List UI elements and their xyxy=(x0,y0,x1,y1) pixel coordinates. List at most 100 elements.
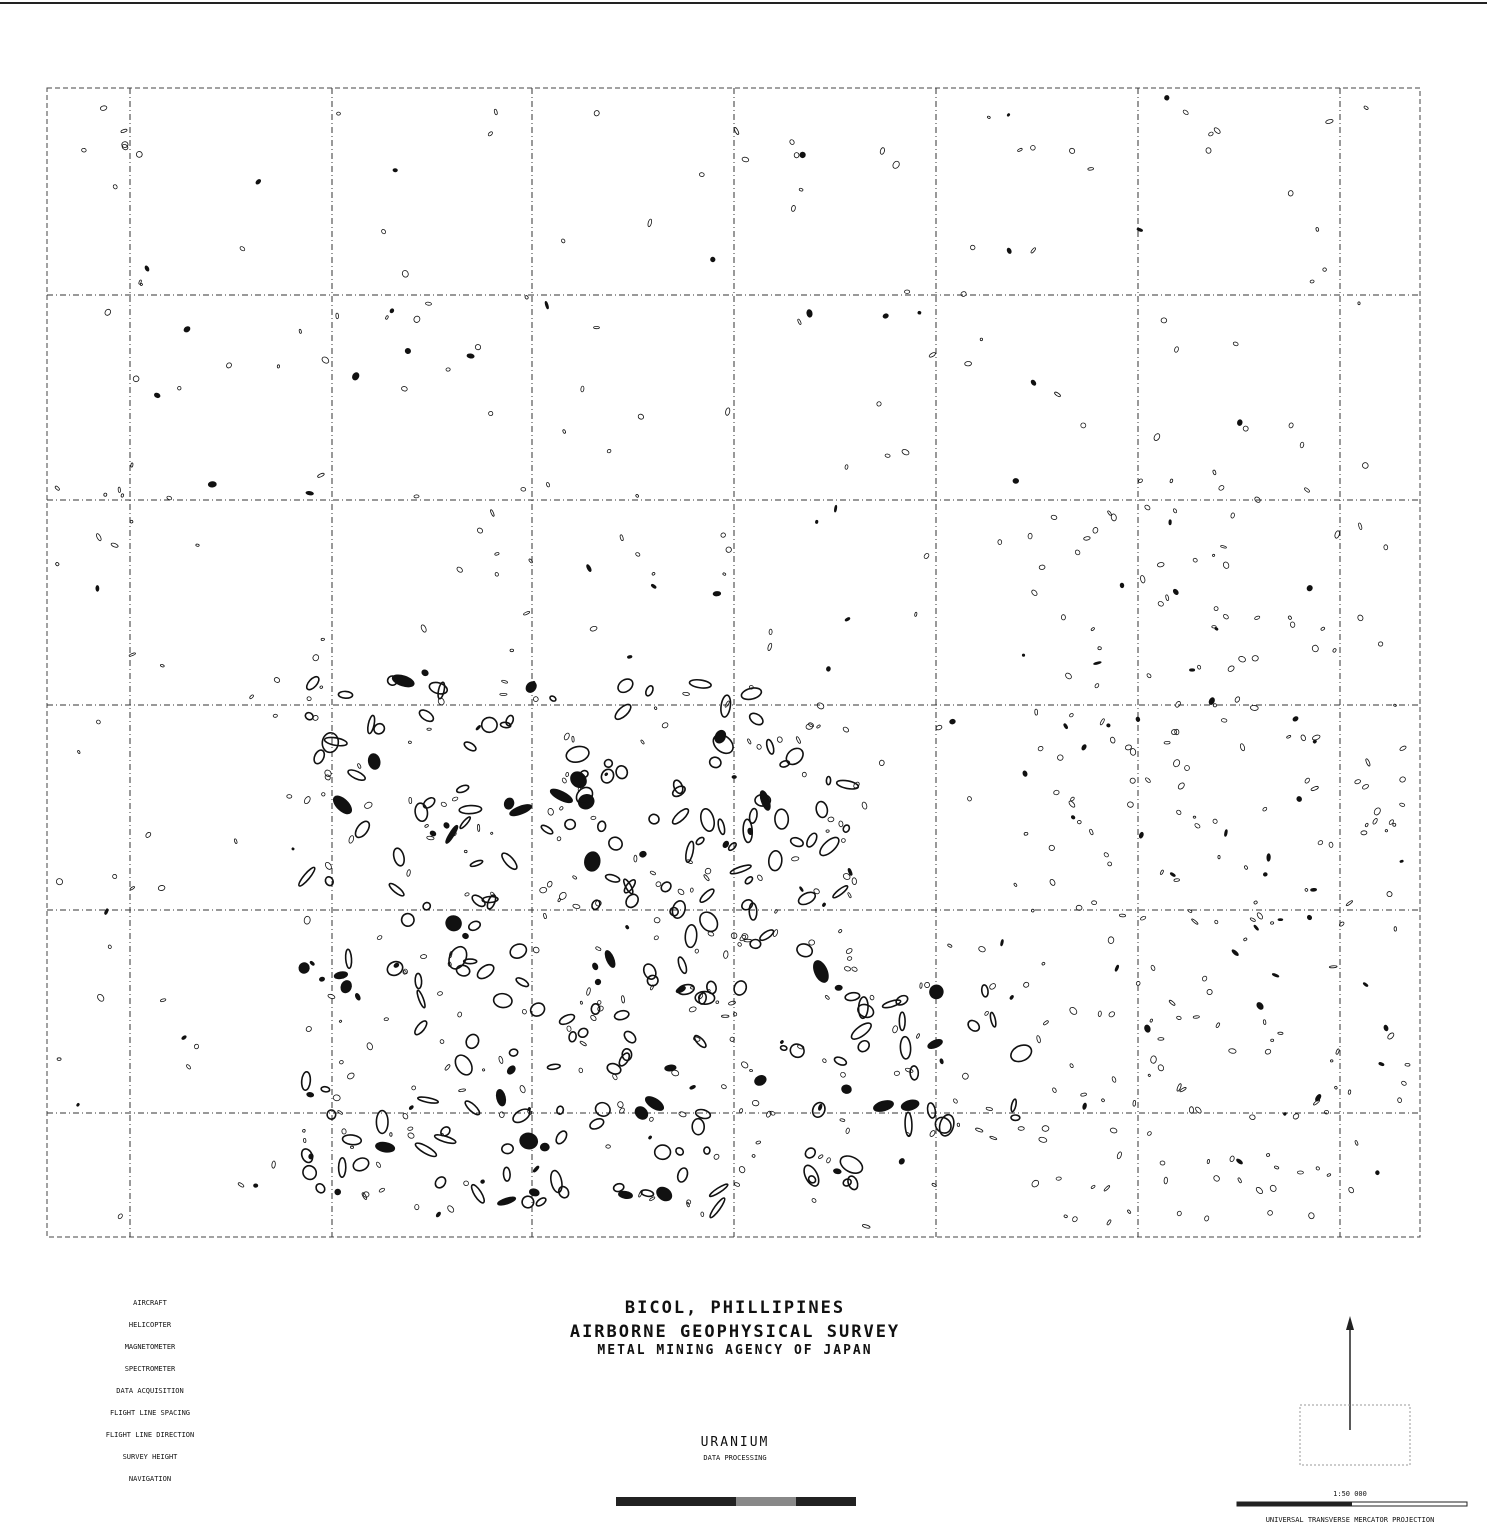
contour xyxy=(1327,1173,1331,1177)
contour xyxy=(701,1212,704,1217)
contour xyxy=(789,139,795,145)
contour xyxy=(845,617,851,622)
contour xyxy=(437,682,446,700)
contour xyxy=(1405,1063,1410,1066)
contour xyxy=(1378,1062,1384,1066)
contour xyxy=(391,673,415,689)
contour xyxy=(655,1145,671,1159)
contour xyxy=(839,821,844,827)
contour xyxy=(407,1127,413,1131)
contour xyxy=(748,808,758,824)
contour xyxy=(818,1104,823,1111)
contour xyxy=(1212,554,1215,557)
contour xyxy=(737,942,742,947)
contour xyxy=(826,1157,831,1163)
contour xyxy=(393,962,399,968)
contour xyxy=(1147,1131,1152,1136)
contour xyxy=(1043,1020,1049,1026)
contour xyxy=(767,643,772,651)
contour xyxy=(340,979,353,994)
contour xyxy=(1329,842,1334,848)
contour xyxy=(677,956,689,974)
contour xyxy=(535,1196,547,1207)
contour xyxy=(1036,1035,1041,1043)
contour xyxy=(1272,973,1279,978)
contour xyxy=(456,566,463,573)
contour xyxy=(720,695,732,718)
contour xyxy=(960,291,967,297)
contour xyxy=(1237,419,1243,426)
contour xyxy=(689,1006,697,1013)
contour xyxy=(947,944,952,948)
contour xyxy=(1175,701,1182,709)
contour xyxy=(928,352,936,358)
contour xyxy=(1263,872,1268,876)
contour xyxy=(1136,981,1141,986)
contour xyxy=(692,1119,704,1135)
contour xyxy=(899,1012,905,1030)
contour xyxy=(1035,709,1038,715)
contour xyxy=(637,413,644,420)
contour xyxy=(604,950,617,969)
contour xyxy=(882,998,902,1009)
contour xyxy=(876,401,882,407)
contour xyxy=(1234,696,1240,703)
contour xyxy=(1031,1179,1040,1188)
contour xyxy=(842,1178,852,1187)
spec-heading: SPECTROMETER xyxy=(125,1365,176,1373)
contour xyxy=(158,885,166,891)
contour xyxy=(421,669,429,677)
contour xyxy=(422,796,437,810)
contour xyxy=(606,1145,611,1148)
contour xyxy=(312,748,326,765)
contour xyxy=(981,985,989,998)
contour xyxy=(1330,1060,1333,1063)
contour xyxy=(924,982,930,988)
contour xyxy=(1207,989,1213,995)
contour xyxy=(744,939,752,942)
contour xyxy=(249,694,254,699)
contour xyxy=(320,685,324,688)
contour xyxy=(1310,280,1314,284)
contour xyxy=(845,1128,850,1134)
contour xyxy=(1304,487,1310,493)
contour xyxy=(678,1111,687,1118)
contour xyxy=(459,816,472,830)
contour xyxy=(588,1117,605,1131)
contour xyxy=(533,696,539,702)
contour xyxy=(132,375,140,383)
contour xyxy=(464,850,467,853)
contour xyxy=(475,962,496,982)
contour xyxy=(1332,648,1336,653)
contour xyxy=(740,1061,749,1070)
contour xyxy=(728,1001,736,1006)
contour xyxy=(845,947,853,954)
scale-ratio: 1:50 000 xyxy=(1333,1490,1367,1498)
contour xyxy=(306,491,314,496)
contour xyxy=(1267,1210,1274,1216)
contour xyxy=(849,1020,874,1042)
contour xyxy=(1022,654,1025,657)
contour xyxy=(833,1056,847,1067)
contour xyxy=(314,1182,326,1194)
contour xyxy=(927,1038,943,1050)
contour xyxy=(593,1100,612,1118)
contour xyxy=(422,901,432,911)
contour xyxy=(834,505,837,512)
contour xyxy=(1030,145,1035,150)
contour xyxy=(271,1161,275,1169)
contour xyxy=(556,1106,564,1115)
contour xyxy=(566,1026,571,1032)
contour xyxy=(462,932,470,939)
contour xyxy=(1213,1174,1221,1182)
contour xyxy=(1038,1136,1047,1143)
contour xyxy=(1177,1211,1182,1217)
contour xyxy=(1146,673,1152,679)
contour xyxy=(434,1133,457,1145)
contour xyxy=(505,714,515,726)
contour xyxy=(333,1094,341,1101)
contour xyxy=(1363,982,1369,987)
spec-heading: FLIGHT LINE SPACING xyxy=(110,1409,190,1417)
north-arrowhead xyxy=(1346,1316,1354,1330)
contour xyxy=(847,956,852,961)
